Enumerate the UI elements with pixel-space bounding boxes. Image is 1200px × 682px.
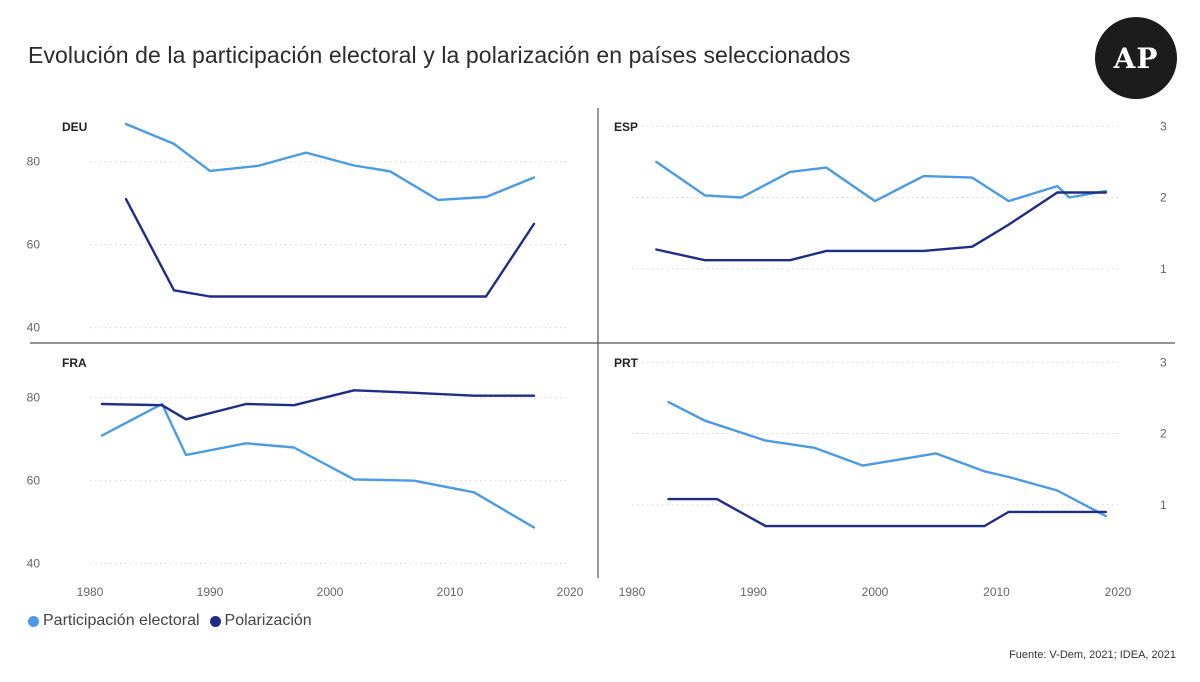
x-tick-fra-1980: 1980: [77, 585, 104, 599]
x-tick-prt-2010: 2010: [983, 585, 1010, 599]
source-note: Fuente: V-Dem, 2021; IDEA, 2021: [1009, 649, 1176, 661]
y-tick-prt-1: 1: [1160, 498, 1167, 512]
panel-label-esp: ESP: [614, 120, 638, 134]
y-tick-deu-80: 80: [27, 155, 41, 169]
y-tick-esp-1: 1: [1160, 262, 1167, 276]
legend-label-participacion: Participación electoral: [43, 612, 200, 629]
series-line-prt-participacion: [667, 400, 1108, 518]
x-tick-fra-1990: 1990: [197, 585, 224, 599]
y-tick-deu-60: 60: [27, 238, 41, 252]
series-line-deu-polarizacion: [124, 197, 536, 298]
x-tick-prt-2020: 2020: [1105, 585, 1132, 599]
legend: Participación electoral Polarización: [28, 612, 312, 630]
x-tick-fra-2020: 2020: [557, 585, 584, 599]
y-tick-prt-2: 2: [1160, 427, 1167, 441]
y-tick-fra-60: 60: [27, 474, 41, 488]
y-tick-deu-40: 40: [27, 321, 41, 335]
panel-label-prt: PRT: [614, 356, 639, 370]
x-tick-prt-1990: 1990: [740, 585, 767, 599]
legend-dot-polarizacion: [209, 615, 221, 627]
y-tick-fra-40: 40: [27, 557, 41, 571]
series-line-fra-participacion: [100, 402, 536, 529]
y-tick-prt-3: 3: [1160, 355, 1167, 369]
y-tick-fra-80: 80: [27, 391, 41, 405]
series-line-fra-polarizacion: [100, 389, 536, 421]
legend-item-polarizacion: Polarización: [209, 612, 312, 630]
y-tick-esp-3: 3: [1160, 119, 1167, 133]
legend-dot-participacion: [28, 615, 39, 627]
ap-logo: AP: [1095, 17, 1177, 99]
x-tick-fra-2010: 2010: [437, 585, 464, 599]
series-line-prt-polarizacion: [667, 497, 1108, 528]
panel-label-deu: DEU: [62, 120, 87, 134]
series-line-esp-polarizacion: [655, 191, 1108, 262]
panel-label-fra: FRA: [62, 356, 87, 370]
series-line-esp-participacion: [655, 160, 1108, 203]
legend-label-polarizacion: Polarización: [224, 612, 312, 629]
x-tick-prt-1980: 1980: [619, 585, 646, 599]
x-tick-prt-2000: 2000: [862, 585, 889, 599]
legend-item-participacion: Participación electoral: [28, 612, 200, 630]
x-tick-fra-2000: 2000: [317, 585, 344, 599]
y-tick-esp-2: 2: [1160, 191, 1167, 205]
series-line-deu-participacion: [124, 122, 536, 202]
chart-title: Evolución de la participación electoral …: [28, 42, 851, 68]
